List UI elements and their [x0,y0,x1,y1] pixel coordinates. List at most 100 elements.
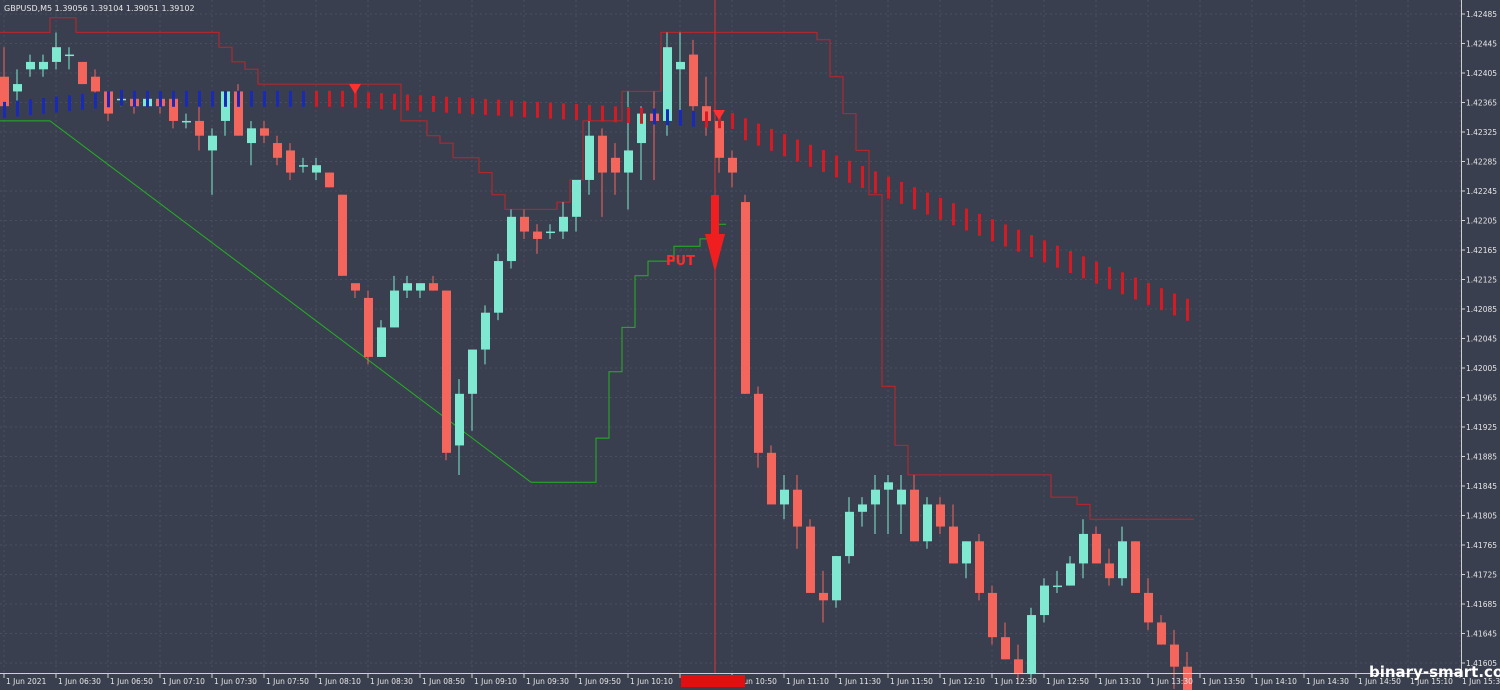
candle-body [1092,533,1101,564]
candle-body [507,216,516,262]
trend-dash [367,92,370,109]
candle-body [676,61,685,70]
candle-body [0,76,9,107]
candle-body [234,91,243,136]
candle-body [663,47,672,121]
price-tick-label: 1.42005 [1466,364,1497,373]
candle-body [741,202,750,394]
trend-dash [289,90,292,107]
trend-dash [1160,288,1163,311]
candle-body [338,194,347,276]
trend-dash [94,92,97,109]
candle-body [364,297,373,357]
trend-dash [757,123,760,146]
trend-dash [1121,272,1124,295]
time-tick-label: 1 Jun 06:50 [110,677,153,686]
time-tick-label: 1 Jun 13:50 [1202,677,1245,686]
trend-dash [913,187,916,210]
signal-time-highlight [681,675,745,687]
trend-dash [588,104,591,121]
candle-body [325,172,334,188]
trend-dash [978,213,981,236]
candle-body [793,489,802,527]
trend-dash [3,101,6,118]
time-tick-label: 1 Jun 14:30 [1306,677,1349,686]
candle-body [910,489,919,542]
candle-body [1066,563,1075,586]
candle-body [871,489,880,505]
candle-body [520,216,529,232]
trend-dash [744,118,747,141]
candle-body [949,526,958,564]
trend-dash [380,93,383,110]
price-tick-label: 1.42365 [1466,99,1497,108]
trend-dash [562,103,565,120]
watermark: binary-smart.com [1369,663,1500,681]
trend-dash [718,112,721,129]
candle-body [858,504,867,512]
trend-dash [952,203,955,226]
time-tick-label: 1 Jun 06:30 [58,677,101,686]
trend-dash [601,105,604,122]
price-tick-label: 1.42245 [1466,187,1497,196]
candle-body [832,556,841,601]
trend-dash [263,90,266,107]
time-tick-label: 1 Jun 11:30 [838,677,881,686]
small-put-arrow [713,110,725,120]
trend-dash [640,107,643,124]
trend-dash [822,150,825,173]
trend-dash [835,155,838,178]
candle-body [260,128,269,136]
candle-body [481,312,490,350]
trend-dash [614,106,617,123]
trend-dash [432,95,435,112]
price-tick-label: 1.41885 [1466,453,1497,462]
candle-body [52,47,61,62]
time-tick-label: 1 Jun 14:50 [1358,677,1401,686]
candle-body [1105,563,1114,579]
trend-dash [68,95,71,112]
trend-dash [198,90,201,107]
price-tick-label: 1.41805 [1466,512,1497,521]
trend-dash [29,99,32,116]
trend-dash [393,93,396,110]
candle-body [416,283,425,291]
price-tick-label: 1.42325 [1466,128,1497,137]
trend-dash [497,99,500,116]
trend-dash [354,91,357,108]
trend-dash [926,192,929,215]
time-tick-label: 1 Jun 12:50 [1046,677,1089,686]
trend-dash [510,100,513,117]
time-tick-label: 1 Jun 09:30 [526,677,569,686]
candle-body [975,541,984,593]
candle-body [845,511,854,557]
trend-dash [42,97,45,114]
candle-body [1053,585,1062,588]
candle-body [923,504,932,542]
trend-dash [1004,224,1007,247]
trend-dash [1186,298,1189,321]
price-tick-label: 1.42165 [1466,246,1497,255]
trend-dash [783,134,786,157]
candle-body [1001,637,1010,660]
trend-dash [861,166,864,189]
price-tick-label: 1.41685 [1466,600,1497,609]
time-tick-label: 1 Jun 14:10 [1254,677,1297,686]
trend-dash [666,109,669,126]
price-tick-label: 1.41965 [1466,394,1497,403]
candle-body [91,76,100,92]
small-put-arrow [349,84,361,94]
trend-dash [1030,235,1033,258]
candle-body [1183,666,1192,690]
trend-dash [705,111,708,128]
price-tick-label: 1.42285 [1466,158,1497,167]
price-tick-label: 1.42445 [1466,40,1497,49]
trend-dash [1082,256,1085,279]
candle-body [78,61,87,85]
trend-dash [809,144,812,167]
candle-body [429,283,438,291]
trend-dash [341,90,344,107]
candle-body [208,135,217,151]
trend-dash [692,110,695,127]
candle-body [572,179,581,217]
